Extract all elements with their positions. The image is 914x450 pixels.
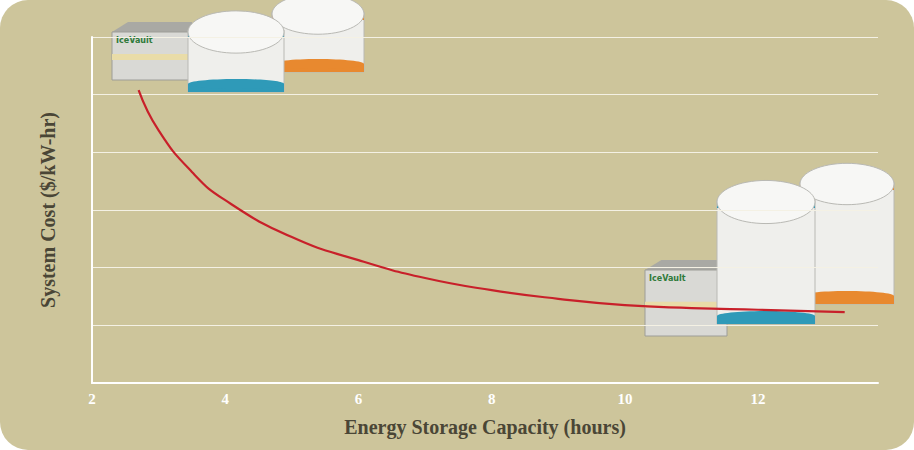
svg-text:IceVault: IceVault: [649, 274, 686, 283]
svg-text:4: 4: [221, 391, 229, 407]
svg-text:2: 2: [88, 391, 96, 407]
svg-text:System Cost ($/kW-hr): System Cost ($/kW-hr): [37, 112, 60, 308]
svg-text:6: 6: [355, 391, 363, 407]
svg-text:IceVault: IceVault: [116, 36, 153, 45]
svg-text:Energy Storage Capacity (hours: Energy Storage Capacity (hours): [344, 416, 626, 439]
svg-text:8: 8: [488, 391, 496, 407]
svg-text:12: 12: [751, 391, 766, 407]
svg-text:10: 10: [617, 391, 632, 407]
